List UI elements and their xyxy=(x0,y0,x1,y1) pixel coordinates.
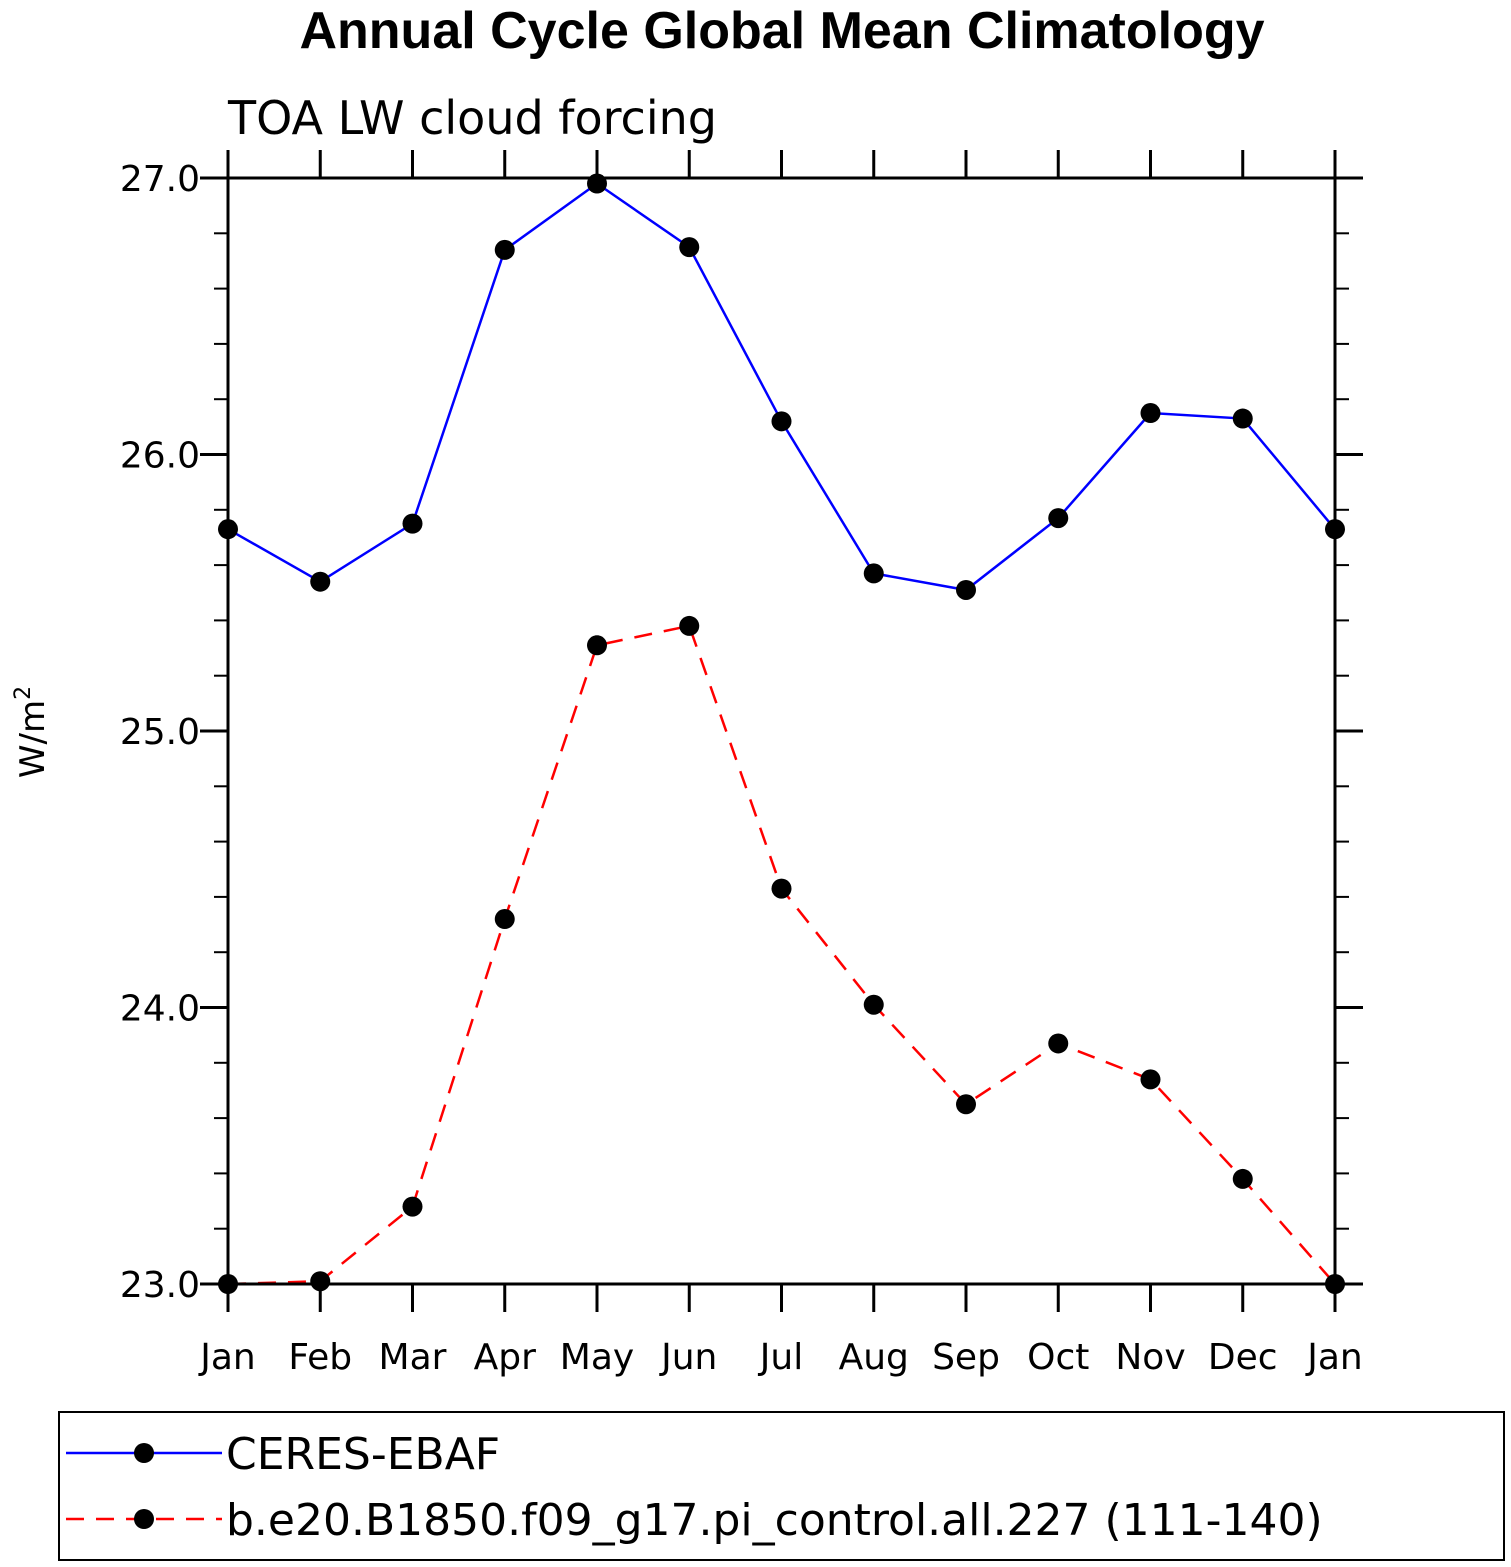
plot-frame xyxy=(226,176,1337,1286)
data-point xyxy=(956,1094,976,1115)
data-point xyxy=(679,237,700,258)
y-tick-label: 27.0 xyxy=(120,159,200,200)
x-tick-label: Apr xyxy=(474,1337,536,1378)
legend-label: b.e20.B1850.f09_g17.pi_control.all.227 (… xyxy=(226,1495,1323,1546)
legend-label: CERES-EBAF xyxy=(226,1429,500,1480)
x-tick-label: Jan xyxy=(1305,1337,1363,1378)
data-point xyxy=(310,1271,331,1292)
legend: CERES-EBAF b.e20.B1850.f09_g17.pi_control… xyxy=(58,1411,1505,1561)
data-point xyxy=(402,513,423,534)
data-point xyxy=(1048,508,1069,529)
axis-ticks xyxy=(200,150,1363,1312)
legend-entry-2: b.e20.B1850.f09_g17.pi_control.all.227 (… xyxy=(66,1495,1323,1546)
data-point xyxy=(494,909,515,930)
x-tick-label: Aug xyxy=(839,1337,909,1378)
x-tick-label: Nov xyxy=(1115,1337,1185,1378)
x-tick-label: Jan xyxy=(198,1337,256,1378)
legend-box xyxy=(58,1411,1505,1561)
series-line xyxy=(227,182,1336,592)
series-line xyxy=(227,624,1336,1286)
series-1 xyxy=(218,173,1345,600)
data-point xyxy=(494,239,515,260)
data-point xyxy=(310,571,331,592)
series-2 xyxy=(218,615,1345,1294)
y-tick-label: 24.0 xyxy=(120,989,200,1030)
data-point xyxy=(863,563,884,584)
data-point xyxy=(1048,1033,1069,1054)
data-point xyxy=(1232,408,1253,429)
data-point xyxy=(771,878,792,899)
data-point xyxy=(771,411,792,432)
legend-marker xyxy=(134,1443,154,1463)
data-point xyxy=(1140,1069,1161,1090)
x-tick-label: Oct xyxy=(1027,1337,1089,1378)
y-tick-label: 23.0 xyxy=(120,1265,200,1306)
data-point xyxy=(863,994,884,1015)
x-tick-labels: Jan Feb Mar Apr May Jun Jul Aug Sep Oct Nov Dec Jan xyxy=(198,1337,1363,1378)
legend-entry-1: CERES-EBAF xyxy=(66,1429,500,1480)
y-tick-label: 25.0 xyxy=(120,712,200,753)
data-point xyxy=(679,615,700,636)
data-point xyxy=(587,635,607,656)
data-point xyxy=(956,579,976,600)
x-tick-label: Dec xyxy=(1208,1337,1278,1378)
x-tick-label: May xyxy=(560,1337,634,1378)
data-point xyxy=(402,1196,423,1217)
x-tick-label: Feb xyxy=(288,1337,352,1378)
data-point xyxy=(1140,403,1161,424)
y-axis-label: W/m2 xyxy=(11,686,53,778)
x-tick-label: Mar xyxy=(379,1337,447,1378)
x-tick-label: Jun xyxy=(659,1337,717,1378)
y-tick-label: 26.0 xyxy=(120,436,200,477)
y-axis-label-superscript: 2 xyxy=(11,686,36,700)
series-group xyxy=(218,173,1345,1294)
chart-title: Annual Cycle Global Mean Climatology xyxy=(299,2,1264,60)
x-tick-label: Jul xyxy=(758,1337,803,1378)
y-axis-label-base: W/m xyxy=(13,700,53,778)
chart-subtitle: TOA LW cloud forcing xyxy=(227,91,717,145)
data-point xyxy=(1232,1168,1253,1189)
legend-marker xyxy=(134,1509,154,1529)
x-tick-label: Sep xyxy=(932,1337,1000,1378)
y-tick-labels: 23.0 24.0 25.0 26.0 27.0 xyxy=(120,159,200,1306)
